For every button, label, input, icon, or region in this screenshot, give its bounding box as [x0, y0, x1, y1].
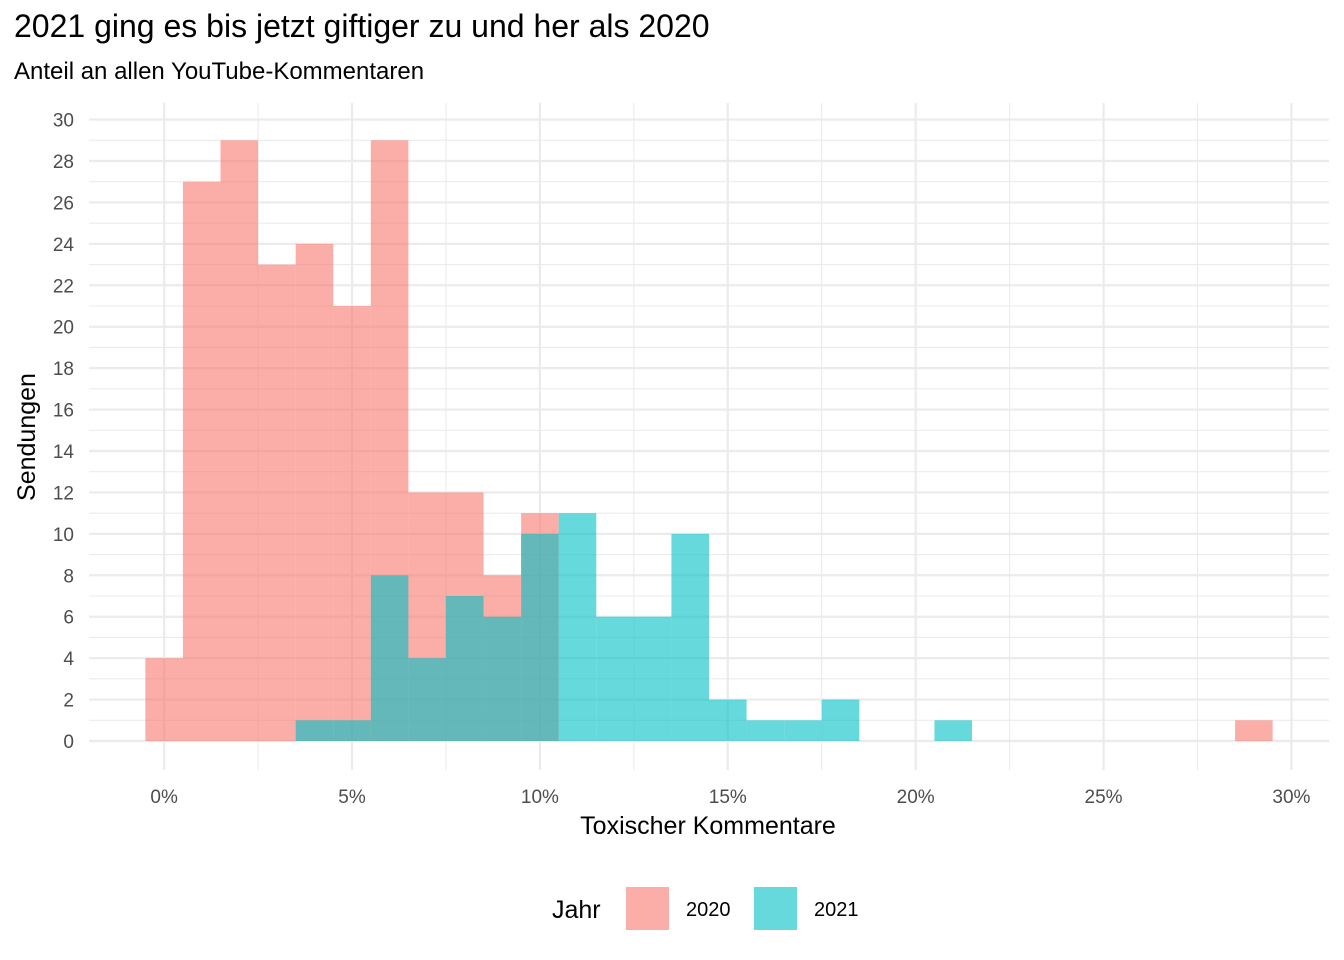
x-tick-label: 20%: [897, 787, 935, 808]
x-tick-label: 5%: [338, 787, 366, 808]
bar-2021: [558, 513, 597, 741]
bar-2020: [182, 181, 221, 741]
legend-title: Jahr: [552, 896, 601, 924]
x-tick-label: 25%: [1085, 787, 1123, 808]
legend-swatch-2020: [626, 887, 669, 930]
bar-2021: [821, 699, 860, 741]
bar-2020: [220, 140, 259, 742]
bar-2021: [408, 658, 446, 741]
chart-subtitle: Anteil an allen YouTube-Kommentaren: [14, 58, 425, 85]
y-tick-label: 10: [53, 525, 74, 546]
y-tick-label: 2: [63, 691, 74, 712]
x-tick-label: 10%: [521, 787, 559, 808]
x-tick-label: 30%: [1272, 787, 1310, 808]
bar-2021: [483, 616, 522, 741]
bar-2021: [934, 720, 973, 741]
y-tick-label: 12: [53, 483, 74, 504]
legend-label-2020: 2020: [686, 899, 731, 921]
bar-2020: [145, 658, 183, 741]
bar-2020: [295, 243, 334, 741]
y-tick-label: 30: [53, 111, 74, 132]
bar-2021: [633, 616, 672, 741]
bar-2021: [671, 533, 709, 741]
x-axis-title: Toxischer Kommentare: [580, 812, 836, 840]
y-tick-label: 20: [53, 318, 74, 339]
x-tick-label: 0%: [150, 787, 178, 808]
bar-2021: [333, 720, 371, 741]
y-tick-label: 28: [53, 152, 74, 173]
y-tick-label: 4: [63, 649, 74, 670]
y-tick-label: 18: [53, 359, 74, 380]
y-tick-label: 8: [63, 566, 74, 587]
y-tick-label: 16: [53, 401, 74, 422]
bar-2020: [333, 306, 371, 741]
bar-2021: [445, 596, 484, 741]
y-tick-label: 6: [63, 608, 74, 629]
y-tick-label: 22: [53, 276, 74, 297]
legend-swatch-2021: [754, 887, 797, 930]
y-tick-label: 24: [53, 235, 75, 256]
bar-2020: [1235, 720, 1273, 741]
bar-2021: [596, 616, 634, 741]
histogram-bars: [145, 140, 1273, 742]
bar-2021: [521, 533, 559, 741]
bar-2021: [784, 720, 822, 741]
bar-2021: [295, 720, 334, 741]
y-tick-label: 14: [53, 442, 75, 463]
bar-2020: [258, 264, 296, 741]
y-tick-label: 26: [53, 193, 74, 214]
y-tick-label: 0: [63, 732, 74, 753]
bar-2021: [709, 699, 747, 741]
bar-2021: [746, 720, 785, 741]
chart-title: 2021 ging es bis jetzt giftiger zu und h…: [14, 8, 710, 44]
bar-2021: [370, 575, 409, 741]
y-axis-title: Sendungen: [13, 373, 41, 501]
legend: Jahr 2020 2021: [552, 887, 859, 930]
legend-label-2021: 2021: [814, 899, 859, 921]
x-tick-label: 15%: [709, 787, 747, 808]
